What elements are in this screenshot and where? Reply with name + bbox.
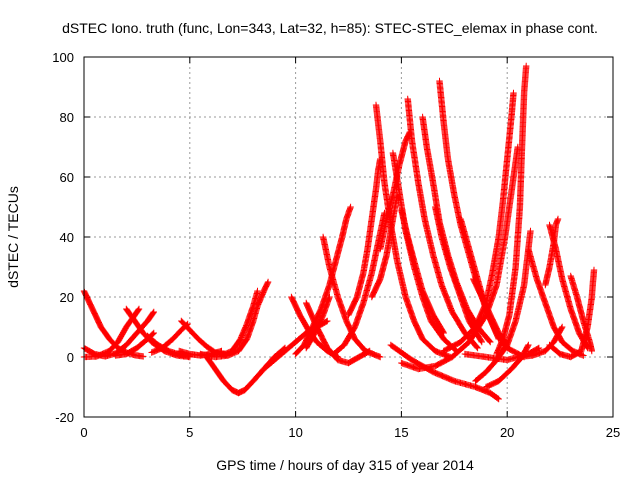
mark-layer xyxy=(80,62,598,403)
series-arc xyxy=(377,128,414,253)
plus-markers xyxy=(525,245,587,359)
tick-layer: 0 5 10 15 20 25 -20 0 20 40 60 80 100 xyxy=(52,50,620,440)
plus-markers xyxy=(387,341,502,403)
plus-markers xyxy=(493,62,530,358)
chart-title: dSTEC Iono. truth (func, Lon=343, Lat=32… xyxy=(62,20,598,36)
y-tick-label: 40 xyxy=(60,230,74,245)
series-arc xyxy=(345,155,384,319)
plus-markers xyxy=(398,143,521,373)
series-arc xyxy=(404,95,481,352)
series-arc xyxy=(218,287,261,359)
x-tick-label: 0 xyxy=(80,425,87,440)
series-arc xyxy=(546,221,591,352)
series-arc xyxy=(398,206,447,337)
y-tick-label: 80 xyxy=(60,110,74,125)
y-tick-label: 60 xyxy=(60,170,74,185)
plus-markers xyxy=(440,89,517,355)
plus-markers xyxy=(330,209,388,358)
series-arc xyxy=(368,191,401,301)
x-tick-label: 5 xyxy=(186,425,193,440)
y-axis-label: dSTEC / TECUs xyxy=(5,186,21,288)
series-arc xyxy=(525,245,587,359)
plus-markers xyxy=(404,95,481,352)
plot-frame xyxy=(83,56,614,418)
y-tick-label: 20 xyxy=(60,290,74,305)
plus-markers xyxy=(377,128,414,253)
x-tick-label: 15 xyxy=(394,425,408,440)
plus-markers xyxy=(398,206,447,337)
plus-markers xyxy=(368,191,401,301)
series-arc xyxy=(330,209,388,358)
y-tick-label: 0 xyxy=(67,350,74,365)
series-arc xyxy=(493,62,530,358)
series-arc xyxy=(398,143,521,373)
plus-markers xyxy=(345,155,384,319)
y-tick-label: -20 xyxy=(55,410,74,425)
x-tick-label: 20 xyxy=(500,425,514,440)
x-axis-label: GPS time / hours of day 315 of year 2014 xyxy=(216,457,474,473)
series-arc xyxy=(440,89,517,355)
plus-markers xyxy=(546,221,591,352)
plus-markers xyxy=(218,287,261,359)
plus-markers xyxy=(514,323,566,361)
x-tick-label: 10 xyxy=(288,425,302,440)
series-arc xyxy=(514,323,566,361)
series-arc xyxy=(387,341,502,403)
x-tick-label: 25 xyxy=(606,425,620,440)
y-tick-label: 100 xyxy=(52,50,74,65)
